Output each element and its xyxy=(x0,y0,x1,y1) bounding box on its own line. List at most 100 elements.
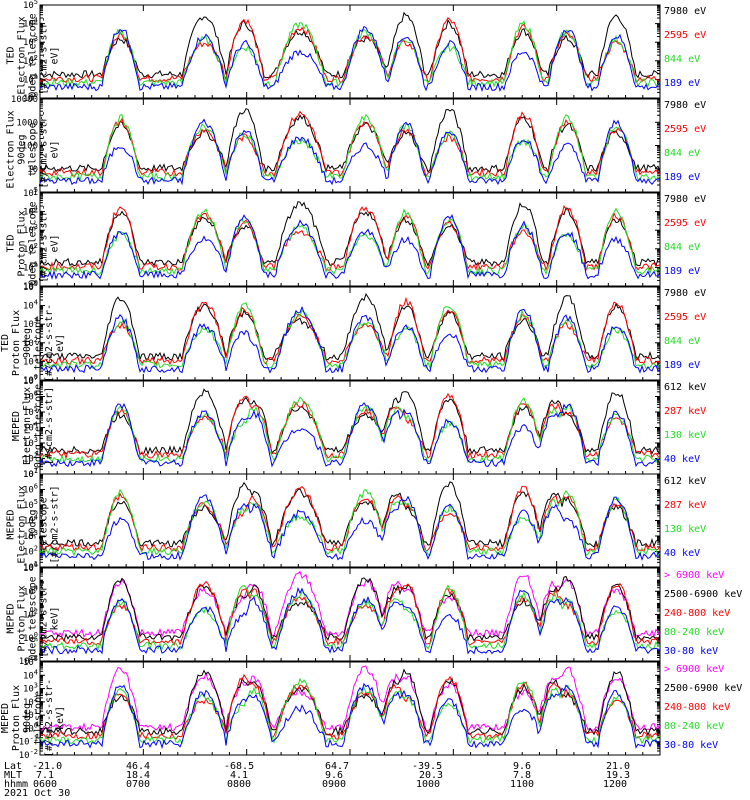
panel-1-legend: 7980 eV 2595 eV 844 eV 189 eV xyxy=(664,6,706,102)
footer-time-0: 0600 xyxy=(33,779,58,790)
panel-frame xyxy=(39,380,661,475)
legend-entry: 80-240 keV xyxy=(664,627,725,638)
series-trace-green xyxy=(39,113,661,182)
legend-entry: > 6900 keV xyxy=(664,664,725,675)
legend-entry: 287 keV xyxy=(664,406,707,417)
legend-entry: 2595 eV xyxy=(664,312,707,323)
footer-mlt-6: 19.3 xyxy=(606,770,631,781)
y-tick-label: 10 xyxy=(27,165,38,175)
legend-entry: 7980 eV xyxy=(664,6,707,17)
series-trace-black xyxy=(39,575,661,643)
series-trace-blue xyxy=(39,586,661,655)
legend-entry: 130 keV xyxy=(664,430,707,441)
series-trace-blue xyxy=(39,25,661,93)
legend-entry: 2500-6900 keV xyxy=(664,683,743,694)
series-trace-black xyxy=(39,11,661,79)
panel-3-ylabel: TED Proton Flux 0deg telescope [#/cm2-s-st… xyxy=(5,201,61,286)
panel-6-legend: 612 keV 287 keV 130 keV 40 keV xyxy=(664,476,706,572)
legend-entry: 7980 eV xyxy=(664,288,707,299)
footer-row-label-time: hhmm xyxy=(4,779,29,790)
footer-lat-2: -68.5 xyxy=(224,761,255,772)
footer-mlt-3: 9.6 xyxy=(325,770,344,781)
panel-1-ylabel: TED Electron Flux 0deg telescope [#/cm2-s-… xyxy=(5,13,61,98)
footer-row-label-mlt: MLT xyxy=(4,770,23,781)
footer-lat-3: 64.7 xyxy=(325,761,350,772)
legend-entry: 240-800 keV xyxy=(664,608,731,619)
legend-entry: 30-80 keV xyxy=(664,740,719,751)
y-tick-label: 1 xyxy=(33,188,38,198)
series-trace-magenta xyxy=(40,570,661,639)
series-trace-blue xyxy=(39,305,661,374)
footer-lat-4: -39.5 xyxy=(412,761,443,772)
footer-lat-0: -21.0 xyxy=(32,761,63,772)
panel-5-ylabel: MEPED Electron Flux 0deg telescope [#/cm2-… xyxy=(11,383,55,469)
legend-entry: 2595 eV xyxy=(664,30,707,41)
legend-entry: 7980 eV xyxy=(664,100,707,111)
y-tick-label: 100 xyxy=(22,142,38,152)
panel-4-legend: 7980 eV 2595 eV 844 eV 189 eV xyxy=(664,288,706,384)
legend-entry: 189 eV xyxy=(664,266,701,277)
legend-entry: 612 keV xyxy=(664,476,707,487)
panel-5-legend: 612 keV 287 keV 130 keV 40 keV xyxy=(664,382,706,478)
y-tick-label: 10000 xyxy=(11,95,38,105)
series-trace-black xyxy=(39,292,661,361)
series-trace-magenta xyxy=(39,665,661,732)
footer-mlt-4: 20.3 xyxy=(419,770,444,781)
legend-entry: 2500-6900 keV xyxy=(664,589,743,600)
footer-mlt-1: 18.4 xyxy=(126,770,151,781)
panel-8-legend: > 6900 keV 2500-6900 keV 240-800 keV 80-… xyxy=(664,664,742,759)
panel-7-legend: > 6900 keV 2500-6900 keV 240-800 keV 80-… xyxy=(664,570,742,665)
footer-time-6: 1200 xyxy=(603,779,628,790)
panel-3-legend: 7980 eV 2595 eV 844 eV 189 eV xyxy=(664,194,706,290)
legend-entry: 844 eV xyxy=(664,148,701,159)
footer-lat-1: 46.4 xyxy=(126,761,151,772)
panel-frame xyxy=(39,4,661,99)
legend-entry: 80-240 keV xyxy=(664,721,725,732)
series-trace-red xyxy=(39,392,661,460)
footer-time-4: 1000 xyxy=(416,779,441,790)
series-trace-blue xyxy=(39,402,661,468)
legend-entry: 40 keV xyxy=(664,454,701,465)
footer-time-3: 0900 xyxy=(322,779,347,790)
legend-entry: 189 eV xyxy=(664,78,701,89)
footer-time-1: 0700 xyxy=(126,779,151,790)
legend-entry: 2595 eV xyxy=(664,124,707,135)
footer-row-label-lat: Lat xyxy=(4,761,23,772)
series-trace-green xyxy=(39,207,661,276)
footer-lat-5: 9.6 xyxy=(513,761,532,772)
legend-entry: 844 eV xyxy=(664,242,701,253)
legend-entry: 40 keV xyxy=(664,548,701,559)
series-trace-blue xyxy=(39,213,661,280)
footer-time-2: 0800 xyxy=(227,779,252,790)
footer-mlt-5: 7.8 xyxy=(513,770,532,781)
series-trace-black xyxy=(39,388,661,456)
footer-time-5: 1100 xyxy=(510,779,535,790)
series-trace-red xyxy=(39,17,661,84)
series-trace-green xyxy=(39,584,661,652)
legend-entry: 844 eV xyxy=(664,336,701,347)
series-trace-red xyxy=(39,204,661,272)
series-trace-red xyxy=(39,110,661,178)
panel-4-ylabel: TED Proton Flux 90deg telescope [#/cm2-s-s… xyxy=(0,303,66,383)
series-trace-red xyxy=(39,673,661,741)
legend-entry: 7980 eV xyxy=(664,194,707,205)
panel-frame xyxy=(39,286,661,381)
panel-frame xyxy=(39,567,661,662)
panel-2-legend: 7980 eV 2595 eV 844 eV 189 eV xyxy=(664,100,706,196)
footer-mlt-0: 7.1 xyxy=(36,770,55,781)
panel-6-ylabel: MEPED Electron Flux 90deg telescope [#/cm2… xyxy=(5,485,61,564)
footer-mlt-2: 4.1 xyxy=(230,770,249,781)
footer-lat-6: 21.0 xyxy=(606,761,631,772)
series-trace-blue xyxy=(39,494,661,562)
series-trace-green xyxy=(39,677,661,745)
legend-entry: 287 keV xyxy=(664,500,707,511)
panel-7-ylabel: MEPED Proton Flux 0deg telescope [#/cm2-s-… xyxy=(5,576,61,661)
series-trace-blue xyxy=(39,118,661,186)
panel-8-ylabel: MEPED Proton Flux 90deg telescope [#/cm2-s… xyxy=(0,678,66,758)
y-tick-label: 105 xyxy=(23,0,38,11)
footer-date: 2021 Oct 30 xyxy=(4,788,71,799)
legend-entry: 240-800 keV xyxy=(664,702,731,713)
legend-entry: 844 eV xyxy=(664,54,701,65)
series-trace-blue xyxy=(39,682,661,750)
